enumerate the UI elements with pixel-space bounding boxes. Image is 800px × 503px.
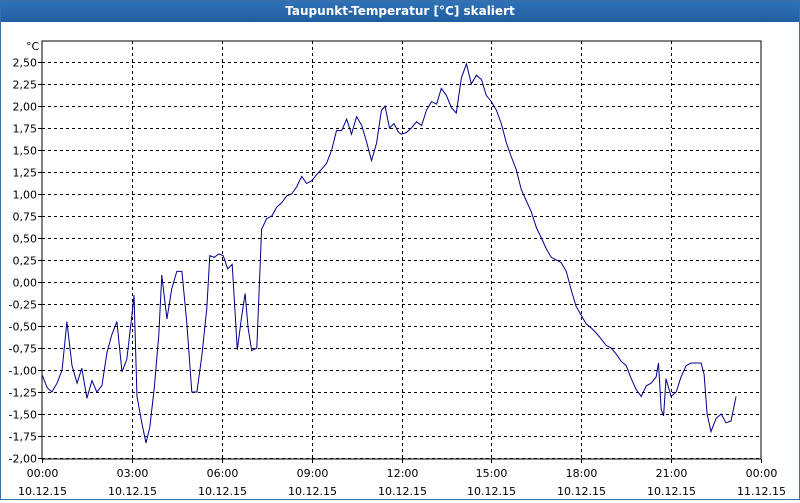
plot-area xyxy=(41,40,762,460)
x-tick-time-label: 00:00 xyxy=(746,467,778,480)
y-tick-label: 0,25 xyxy=(13,255,38,268)
y-tick-label: 0,75 xyxy=(13,211,38,224)
x-tick-time-label: 09:00 xyxy=(297,467,329,480)
y-axis: 2,50 2,25 2,00 1,75 1,50 1,25 1,00 0,75 0,50 0,25… xyxy=(9,57,42,466)
series-line xyxy=(41,62,737,444)
x-tick-time-label: 21:00 xyxy=(656,467,688,480)
x-axis: 00:00 10.12.15 03:00 10.12.15 06:00 10.12.15 0… xyxy=(18,459,786,498)
y-tick-label: -1,25 xyxy=(9,387,37,400)
y-axis-unit-label: °C xyxy=(26,40,40,53)
x-tick-time-label: 00:00 xyxy=(27,467,59,480)
y-tick-label: 1,50 xyxy=(13,145,38,158)
grid-lines xyxy=(42,41,761,459)
y-tick-label: 2,50 xyxy=(13,57,38,70)
x-tick-time-label: 18:00 xyxy=(566,467,598,480)
x-tick-date-label: 11.12.15 xyxy=(737,485,786,498)
x-tick-date-label: 10.12.15 xyxy=(108,485,157,498)
y-tick-label: 0,00 xyxy=(13,277,38,290)
line-chart: 2,50 2,25 2,00 1,75 1,50 1,25 1,00 0,75 0,50 0,25… xyxy=(9,40,786,498)
y-tick-label: 2,25 xyxy=(13,79,38,92)
x-tick-date-label: 10.12.15 xyxy=(557,485,606,498)
y-tick-label: 1,00 xyxy=(13,189,38,202)
y-tick-label: -1,00 xyxy=(9,365,37,378)
x-tick-time-label: 15:00 xyxy=(476,467,508,480)
x-tick-date-label: 10.12.15 xyxy=(378,485,427,498)
x-tick-time-label: 12:00 xyxy=(387,467,419,480)
chart-title: Taupunkt-Temperatur [°C] skaliert xyxy=(1,1,799,22)
y-tick-label: 0,50 xyxy=(13,233,38,246)
y-tick-label: 2,00 xyxy=(13,101,38,114)
x-tick-date-label: 10.12.15 xyxy=(288,485,337,498)
y-tick-label: -0,50 xyxy=(9,321,37,334)
y-tick-label: -0,75 xyxy=(9,343,37,356)
y-tick-label: 1,25 xyxy=(13,167,38,180)
x-tick-date-label: 10.12.15 xyxy=(467,485,516,498)
x-tick-date-label: 10.12.15 xyxy=(647,485,696,498)
y-tick-label: 1,75 xyxy=(13,123,38,136)
y-tick-label: -2,00 xyxy=(9,453,37,466)
x-tick-time-label: 03:00 xyxy=(117,467,149,480)
y-tick-label: -1,50 xyxy=(9,409,37,422)
x-tick-date-label: 10.12.15 xyxy=(18,485,67,498)
y-tick-label: -0,25 xyxy=(9,299,37,312)
x-tick-time-label: 06:00 xyxy=(207,467,239,480)
y-tick-label: -1,75 xyxy=(9,431,37,444)
x-tick-date-label: 10.12.15 xyxy=(198,485,247,498)
